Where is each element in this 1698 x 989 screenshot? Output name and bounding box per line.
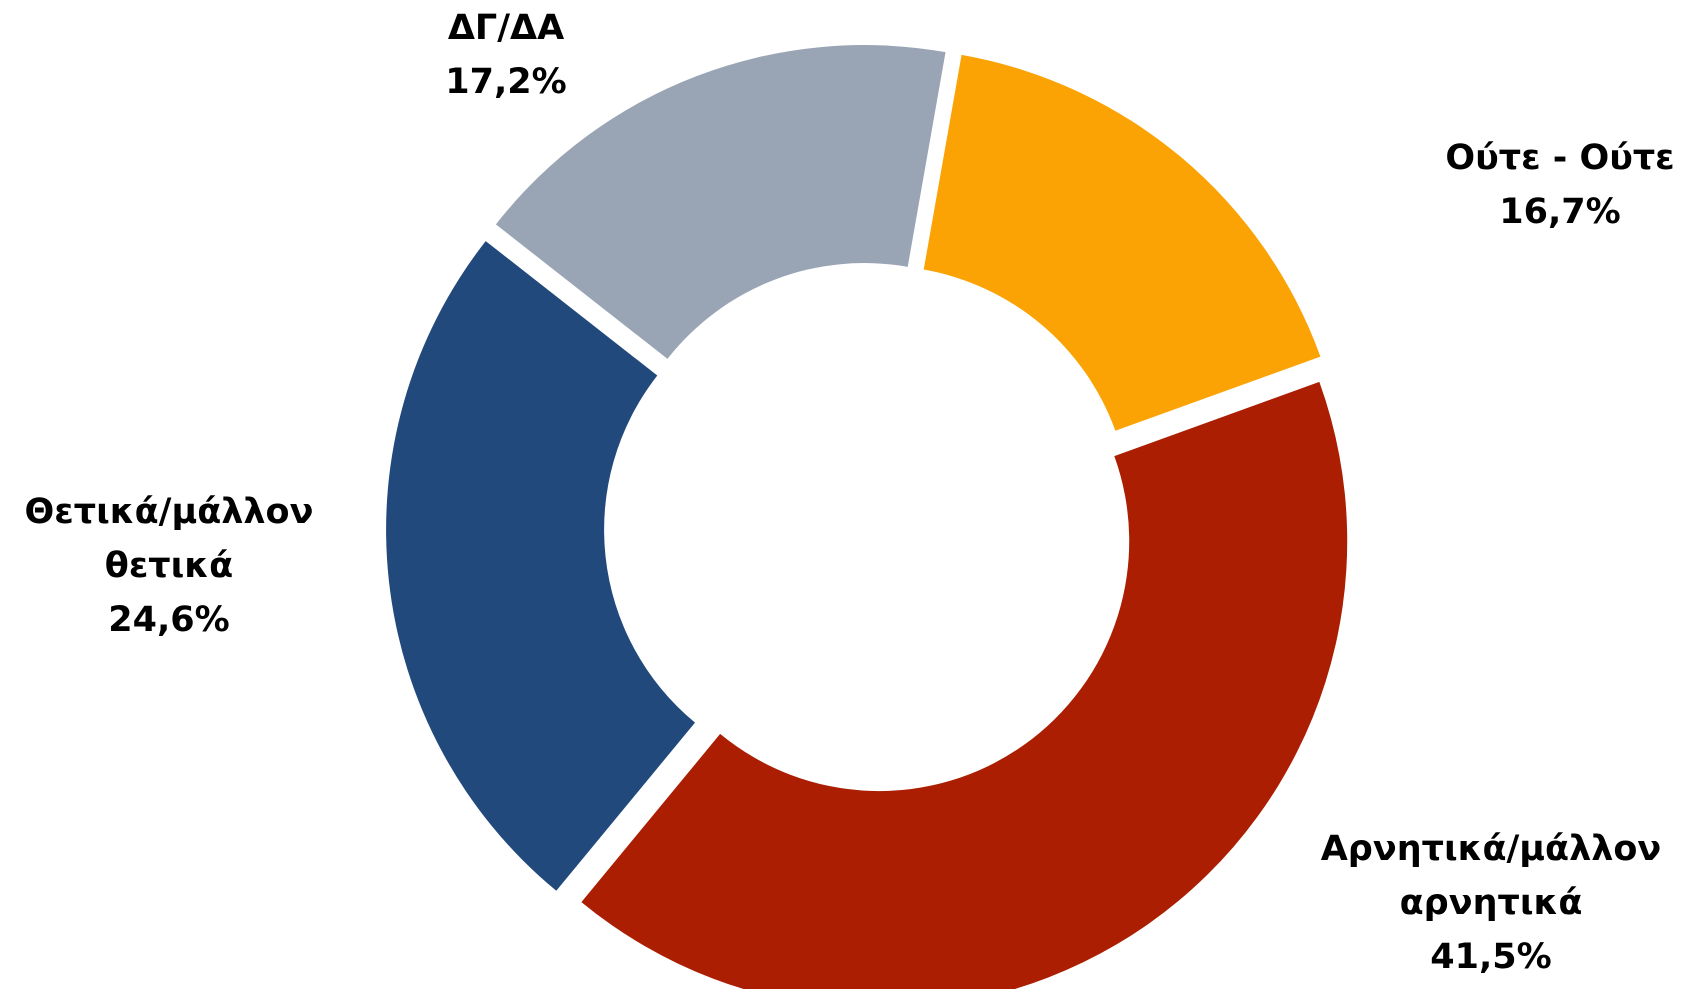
donut-slice [495, 45, 946, 359]
donut-slice [923, 54, 1321, 431]
value-label: 17,2% [445, 62, 567, 102]
slice-label: ΔΓ/ΔΑ 17,2% [445, 1, 566, 109]
slice-label: Αρνητικά/μάλλον αρνητικά 41,5% [1291, 822, 1691, 984]
donut-slice [386, 241, 696, 891]
category-label: Ούτε - Ούτε [1445, 138, 1675, 178]
slice-label: Ούτε - Ούτε 16,7% [1445, 131, 1674, 239]
value-label: 16,7% [1499, 192, 1621, 232]
category-label: Θετικά/μάλλον θετικά [24, 492, 314, 586]
value-label: 24,6% [108, 600, 230, 640]
slice-label: Θετικά/μάλλον θετικά 24,6% [0, 485, 369, 647]
donut-slice [581, 381, 1348, 989]
value-label: 41,5% [1430, 937, 1552, 977]
category-label: Αρνητικά/μάλλον αρνητικά [1320, 829, 1662, 923]
category-label: ΔΓ/ΔΑ [447, 8, 565, 48]
